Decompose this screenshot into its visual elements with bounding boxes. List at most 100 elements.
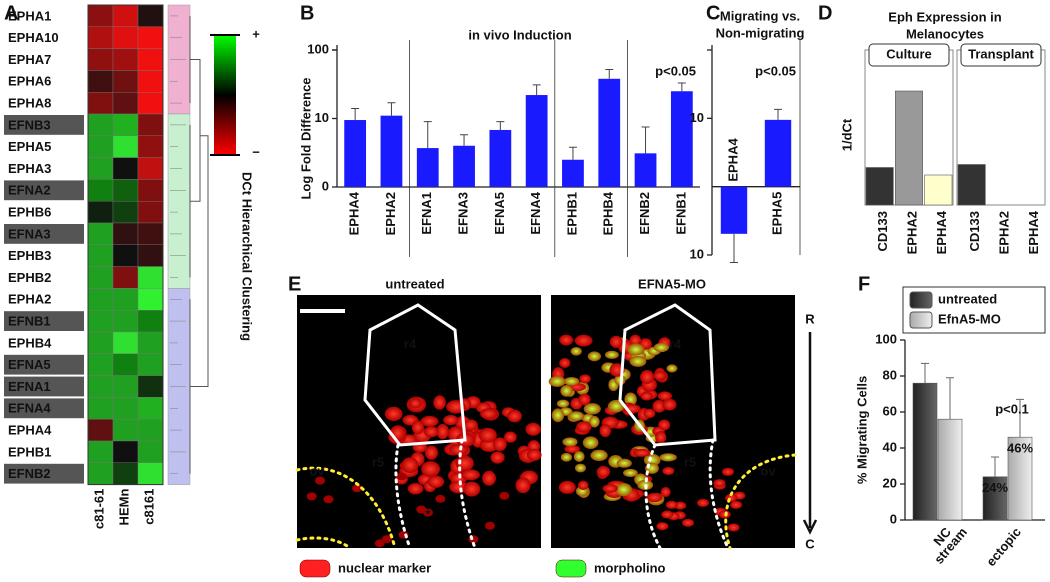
bar [865, 167, 894, 206]
heat-cell [137, 244, 164, 267]
heat-cell [112, 353, 139, 376]
nucleus [416, 505, 427, 514]
heat-cell [87, 375, 114, 398]
heat-cell [87, 331, 114, 354]
labeled-cell [727, 523, 740, 532]
panel-letter: D [818, 2, 832, 24]
labeled-cell [574, 334, 593, 347]
colorbar [214, 35, 236, 155]
heat-cell [112, 4, 139, 27]
labeled-cell [563, 376, 580, 386]
labeled-cell [665, 500, 678, 509]
labeled-cell [609, 335, 623, 348]
labeled-cell [558, 480, 576, 494]
nucleus [504, 431, 517, 443]
heat-cell [137, 179, 164, 202]
labeled-cell [643, 408, 656, 419]
nucleus [482, 470, 496, 486]
labeled-cell [652, 399, 666, 413]
labeled-cell [615, 482, 633, 497]
row-label-box [4, 115, 84, 135]
labeled-cell [682, 518, 695, 527]
heat-cell [87, 135, 114, 158]
heat-cell [87, 26, 114, 49]
heat-cell [87, 157, 114, 180]
labeled-cell [589, 415, 600, 428]
heat-cell [112, 179, 139, 202]
bar [764, 119, 792, 187]
row-label: EPHB2 [8, 270, 51, 285]
row-label: EPHA8 [8, 96, 51, 111]
labeled-cell [662, 398, 677, 411]
row-label: EPHB3 [8, 248, 51, 263]
column-label: c81-61 [91, 489, 106, 529]
error-bar [991, 456, 999, 477]
axis-label: C [805, 536, 815, 551]
error-bar [423, 121, 432, 149]
x-tick-label: EPHA4 [934, 210, 949, 254]
labeled-cell [662, 466, 675, 475]
row-label: EFNA4 [8, 401, 51, 416]
heat-cell [87, 440, 114, 463]
x-tick-label: EFNB1 [673, 192, 688, 235]
heat-cell [137, 331, 164, 354]
heat-cell [137, 48, 164, 71]
heat-cell [137, 200, 164, 224]
bar [982, 476, 1008, 521]
bar [670, 91, 693, 187]
nucleus [427, 475, 445, 488]
row-label: EFNB1 [8, 314, 51, 329]
legend-label: nuclear marker [338, 560, 431, 575]
nucleus [401, 457, 419, 474]
heat-cell [112, 157, 139, 180]
nucleus [463, 419, 478, 431]
heat-cell [137, 26, 164, 49]
x-tick-label: EPHA2 [383, 192, 398, 235]
x-tick-label: EFNA5 [492, 192, 507, 235]
heat-cell [112, 331, 139, 354]
row-label: EPHA10 [8, 30, 59, 45]
error-bar [774, 108, 782, 120]
nucleus [515, 477, 531, 494]
chart-title: Melanocytes [906, 26, 984, 41]
y-tick-label: 100 [875, 331, 897, 346]
row-label: EPHA1 [8, 8, 51, 23]
y-axis-label: 1/dCt [839, 118, 854, 151]
heat-cell [137, 266, 164, 289]
heat-cell [137, 353, 164, 376]
heat-cell [112, 91, 139, 115]
y-axis-label: Log Fold Difference [298, 77, 313, 199]
subpanel-title: Transplant [968, 46, 1034, 61]
labeled-cell [602, 484, 618, 493]
bar [720, 186, 748, 234]
legend-label: EfnA5-MO [938, 311, 1001, 326]
heat-cell [87, 397, 114, 420]
panel-letter: F [858, 273, 870, 295]
error-bar [641, 126, 650, 154]
subpanel-header [868, 43, 950, 67]
nucleus [396, 472, 407, 481]
x-tick-label: CD133 [967, 211, 982, 251]
cluster-band [167, 113, 191, 289]
error-bar [1016, 398, 1024, 438]
x-tick-label: EFNA1 [419, 192, 434, 235]
labeled-cell [659, 453, 677, 462]
labeled-cell [666, 364, 678, 373]
row-label: EPHA5 [8, 139, 51, 154]
row-label: EFNA2 [8, 183, 51, 198]
row-label-box [4, 180, 84, 201]
heat-cell [137, 397, 164, 420]
row-label-box [4, 398, 84, 419]
heat-cell [112, 440, 139, 463]
labeled-cell [574, 463, 587, 473]
labeled-cell [657, 391, 672, 401]
heat-cell [137, 419, 164, 442]
legend-plus: + [252, 26, 260, 41]
panel-letter: A [4, 2, 18, 24]
region-label: r4 [404, 336, 417, 351]
heat-cell [112, 200, 139, 224]
row-label: EPHA4 [8, 423, 52, 438]
heat-cell [112, 266, 139, 289]
nucleus [526, 448, 542, 461]
